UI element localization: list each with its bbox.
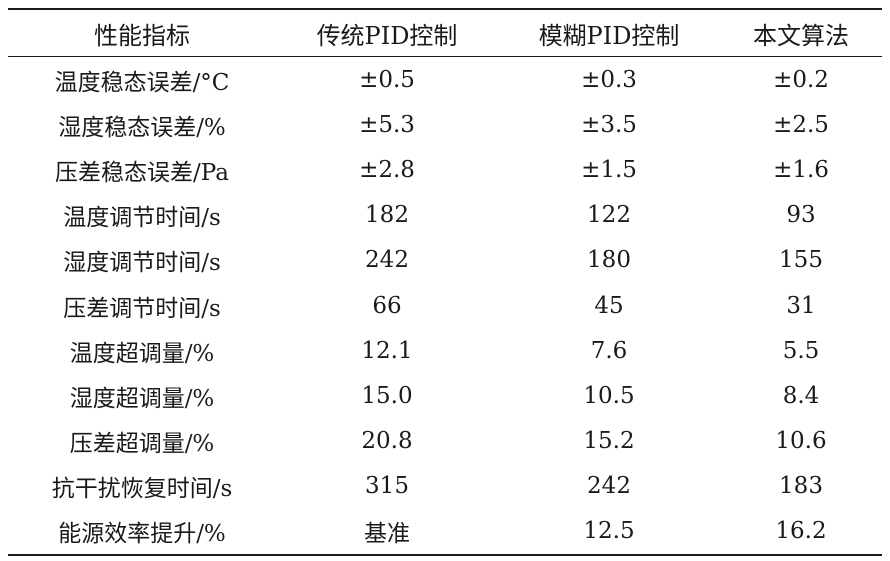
fuzzy-pid-cell: 10.5 <box>583 382 635 409</box>
table-row: 压差稳态误差/Pa ±2.8 ±1.5 ±1.6 <box>8 147 882 192</box>
header-metric: 性能指标 <box>94 21 190 50</box>
header-proposed-algorithm: 本文算法 <box>753 21 849 50</box>
fuzzy-pid-cell: 15.2 <box>583 428 635 455</box>
table-row: 温度稳态误差/°C ±0.5 ±0.3 ±0.2 <box>8 57 882 103</box>
performance-table-container: 性能指标 传统PID控制 模糊PID控制 本文算法 温度稳态误差/°C ±0.5… <box>8 8 882 556</box>
traditional-pid-cell: 基准 <box>364 521 410 548</box>
metric-cell: 压差稳态误差/Pa <box>55 159 229 186</box>
proposed-algorithm-cell: 183 <box>779 473 823 500</box>
table-row: 湿度超调量/% 15.0 10.5 8.4 <box>8 373 882 418</box>
table-row: 压差调节时间/s 66 45 31 <box>8 283 882 328</box>
fuzzy-pid-cell: ±1.5 <box>581 156 637 183</box>
table-row: 湿度调节时间/s 242 180 155 <box>8 238 882 283</box>
table-row: 压差超调量/% 20.8 15.2 10.6 <box>8 419 882 464</box>
proposed-algorithm-cell: 10.6 <box>775 428 827 455</box>
proposed-algorithm-cell: 93 <box>786 202 816 229</box>
table-row: 温度调节时间/s 182 122 93 <box>8 193 882 238</box>
fuzzy-pid-cell: 122 <box>587 202 631 229</box>
table-row: 能源效率提升/% 基准 12.5 16.2 <box>8 509 882 556</box>
proposed-algorithm-cell: ±1.6 <box>773 156 829 183</box>
traditional-pid-cell: 15.0 <box>361 382 413 409</box>
traditional-pid-cell: 242 <box>365 247 409 274</box>
traditional-pid-cell: ±0.5 <box>359 66 415 93</box>
metric-cell: 温度稳态误差/°C <box>54 69 230 96</box>
proposed-algorithm-cell: ±2.5 <box>773 111 829 138</box>
fuzzy-pid-cell: 45 <box>594 292 624 319</box>
fuzzy-pid-cell: 242 <box>587 473 631 500</box>
fuzzy-pid-cell: 12.5 <box>583 518 635 545</box>
table-row: 温度超调量/% 12.1 7.6 5.5 <box>8 328 882 373</box>
metric-cell: 能源效率提升/% <box>58 521 226 548</box>
proposed-algorithm-cell: 16.2 <box>775 518 827 545</box>
fuzzy-pid-cell: ±0.3 <box>581 66 637 93</box>
metric-cell: 压差调节时间/s <box>63 295 221 322</box>
metric-cell: 湿度稳态误差/% <box>58 114 226 141</box>
table-row: 抗干扰恢复时间/s 315 242 183 <box>8 464 882 509</box>
fuzzy-pid-cell: 7.6 <box>590 337 628 364</box>
traditional-pid-cell: 182 <box>365 202 409 229</box>
fuzzy-pid-cell: ±3.5 <box>581 111 637 138</box>
traditional-pid-cell: 66 <box>372 292 402 319</box>
proposed-algorithm-cell: 8.4 <box>782 382 820 409</box>
proposed-algorithm-cell: 155 <box>779 247 823 274</box>
fuzzy-pid-cell: 180 <box>587 247 631 274</box>
header-traditional-pid: 传统PID控制 <box>316 21 458 50</box>
traditional-pid-cell: ±2.8 <box>359 156 415 183</box>
table-header-row: 性能指标 传统PID控制 模糊PID控制 本文算法 <box>8 9 882 57</box>
metric-cell: 湿度调节时间/s <box>63 250 221 277</box>
metric-cell: 压差超调量/% <box>69 431 215 458</box>
metric-cell: 温度调节时间/s <box>63 205 221 232</box>
proposed-algorithm-cell: 31 <box>786 292 816 319</box>
traditional-pid-cell: 20.8 <box>361 428 413 455</box>
metric-cell: 抗干扰恢复时间/s <box>51 476 233 503</box>
table-row: 湿度稳态误差/% ±5.3 ±3.5 ±2.5 <box>8 102 882 147</box>
traditional-pid-cell: 315 <box>365 473 409 500</box>
metric-cell: 温度超调量/% <box>69 340 215 367</box>
performance-comparison-table: 性能指标 传统PID控制 模糊PID控制 本文算法 温度稳态误差/°C ±0.5… <box>8 8 882 556</box>
traditional-pid-cell: 12.1 <box>361 337 413 364</box>
proposed-algorithm-cell: ±0.2 <box>773 66 829 93</box>
traditional-pid-cell: ±5.3 <box>359 111 415 138</box>
proposed-algorithm-cell: 5.5 <box>782 337 820 364</box>
header-fuzzy-pid: 模糊PID控制 <box>538 21 680 50</box>
metric-cell: 湿度超调量/% <box>69 385 215 412</box>
